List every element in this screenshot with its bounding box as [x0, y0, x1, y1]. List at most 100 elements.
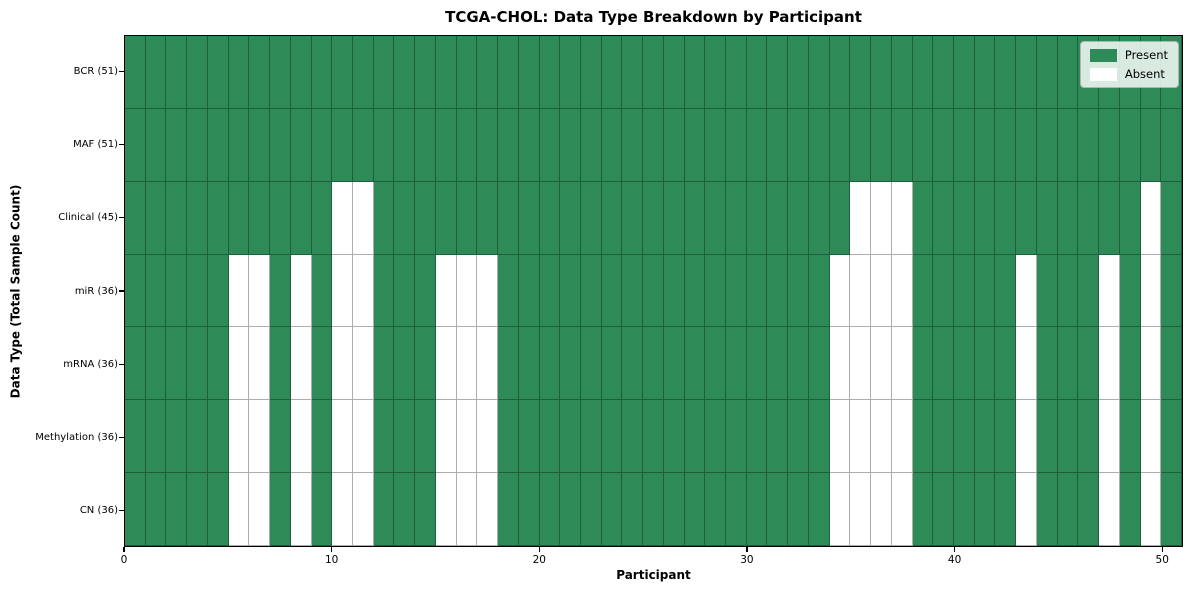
- heatmap-cell: [871, 400, 892, 474]
- absent-swatch-icon: [1089, 67, 1117, 81]
- heatmap-cell: [435, 254, 457, 328]
- heatmap-cell: [207, 36, 229, 109]
- heatmap-cell: [207, 181, 229, 255]
- heatmap-cell: [601, 327, 623, 401]
- heatmap-cell: [601, 181, 623, 255]
- heatmap-cell: [933, 108, 955, 182]
- heatmap-cell: [1078, 108, 1100, 182]
- heatmap-cell: [871, 181, 892, 255]
- heatmap-cell: [767, 254, 789, 328]
- heatmap-cell: [974, 473, 996, 546]
- heatmap-cell: [1016, 400, 1037, 474]
- heatmap-cell: [1119, 327, 1141, 401]
- heatmap-cell: [1119, 108, 1141, 182]
- heatmap-cell: [166, 108, 188, 182]
- heatmap-cell: [249, 400, 271, 474]
- present-swatch-icon: [1089, 48, 1117, 62]
- heatmap-cell: [808, 36, 830, 109]
- heatmap-cell: [415, 327, 436, 401]
- x-tick-label: 0: [120, 554, 128, 566]
- x-tick-label: 10: [324, 554, 339, 566]
- heatmap-cell: [850, 108, 872, 182]
- heatmap-cell: [850, 327, 872, 401]
- heatmap-cell: [1078, 473, 1100, 546]
- heatmap-cell: [373, 473, 395, 546]
- heatmap-cell: [477, 327, 499, 401]
- heatmap-cell: [726, 181, 747, 255]
- heatmap-cell: [187, 400, 208, 474]
- heatmap-cell: [1078, 400, 1100, 474]
- heatmap-cell: [829, 108, 851, 182]
- heatmap-cell: [518, 36, 540, 109]
- x-tick-label: 30: [740, 554, 754, 566]
- heatmap-cell: [373, 36, 395, 109]
- heatmap-cell: [871, 254, 892, 328]
- heatmap-cell: [352, 36, 374, 109]
- heatmap-cell: [477, 254, 499, 328]
- x-tick-label: 50: [1155, 554, 1169, 566]
- heatmap-cell: [166, 400, 188, 474]
- heatmap-cell: [1099, 327, 1120, 401]
- heatmap-cell: [1099, 108, 1120, 182]
- y-tick-label: CN (36): [79, 504, 118, 516]
- heatmap-cell: [145, 181, 167, 255]
- heatmap-cell: [125, 181, 146, 255]
- heatmap-cell: [871, 108, 892, 182]
- heatmap-cell: [456, 473, 478, 546]
- heatmap-cell: [498, 181, 519, 255]
- heatmap-cell: [477, 473, 499, 546]
- heatmap-cell: [373, 327, 395, 401]
- heatmap-cell: [726, 473, 747, 546]
- heatmap-cell: [912, 327, 934, 401]
- heatmap-cell: [1016, 108, 1037, 182]
- heatmap-cell: [456, 327, 478, 401]
- heatmap-cell: [1161, 400, 1182, 474]
- heatmap-cell: [270, 181, 291, 255]
- heatmap-cell: [1036, 254, 1058, 328]
- heatmap-cell: [352, 327, 374, 401]
- heatmap-cell: [871, 327, 892, 401]
- heatmap-cell: [539, 327, 561, 401]
- heatmap-cell: [974, 400, 996, 474]
- y-tick-label: MAF (51): [73, 139, 118, 151]
- heatmap-cell: [290, 108, 312, 182]
- heatmap-cell: [643, 327, 664, 401]
- heatmap-cell: [498, 254, 519, 328]
- heatmap-cell: [290, 181, 312, 255]
- heatmap-cell: [643, 36, 664, 109]
- heatmap-cell: [808, 327, 830, 401]
- heatmap-cell: [746, 108, 768, 182]
- heatmap-cell: [580, 327, 602, 401]
- heatmap-cell: [518, 108, 540, 182]
- heatmap-cell: [332, 327, 353, 401]
- heatmap-cell: [539, 400, 561, 474]
- heatmap-cell: [373, 108, 395, 182]
- heatmap-cell: [125, 327, 146, 401]
- heatmap-cell: [995, 400, 1017, 474]
- legend-label-present: Present: [1124, 48, 1168, 62]
- heatmap-cell: [767, 327, 789, 401]
- heatmap-cell: [746, 254, 768, 328]
- heatmap-cell: [580, 473, 602, 546]
- heatmap-cell: [560, 254, 581, 328]
- heatmap-cell: [1099, 181, 1120, 255]
- heatmap-cell: [767, 400, 789, 474]
- heatmap-cell: [808, 473, 830, 546]
- heatmap-cell: [1036, 400, 1058, 474]
- heatmap-cell: [394, 473, 416, 546]
- heatmap-cell: [1119, 254, 1141, 328]
- heatmap-cell: [663, 400, 685, 474]
- heatmap-cell: [954, 254, 975, 328]
- heatmap-cell: [663, 36, 685, 109]
- heatmap-cell: [767, 473, 789, 546]
- heatmap-cell: [228, 473, 250, 546]
- heatmap-cell: [954, 400, 975, 474]
- heatmap-cell: [1099, 254, 1120, 328]
- heatmap-cell: [249, 181, 271, 255]
- heatmap-cell: [1161, 181, 1182, 255]
- heatmap-cell: [829, 254, 851, 328]
- x-tick-label: 20: [532, 554, 546, 566]
- heatmap-cell: [622, 254, 644, 328]
- y-tick-label: BCR (51): [73, 66, 118, 78]
- heatmap-cell: [394, 36, 416, 109]
